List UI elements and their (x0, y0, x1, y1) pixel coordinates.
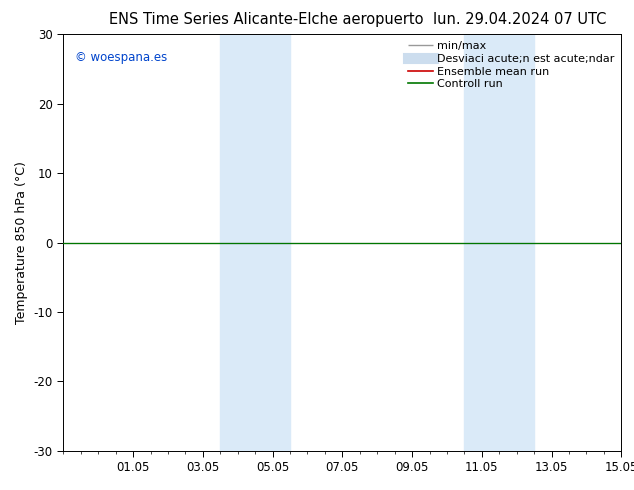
Bar (221, 34, 290, 451)
Text: © woespana.es: © woespana.es (75, 51, 167, 64)
Text: lun. 29.04.2024 07 UTC: lun. 29.04.2024 07 UTC (433, 12, 607, 27)
Text: ENS Time Series Alicante-Elche aeropuerto: ENS Time Series Alicante-Elche aeropuert… (109, 12, 424, 27)
Legend: min/max, Desviaci acute;n est acute;ndar, Ensemble mean run, Controll run: min/max, Desviaci acute;n est acute;ndar… (405, 38, 618, 93)
Y-axis label: Temperature 850 hPa (°C): Temperature 850 hPa (°C) (15, 161, 28, 324)
Bar (464, 34, 534, 451)
